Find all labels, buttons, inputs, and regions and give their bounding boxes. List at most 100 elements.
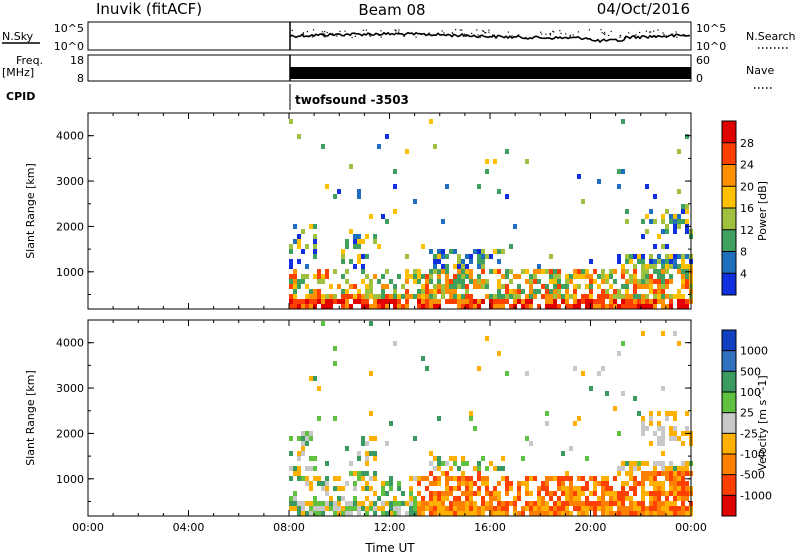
heatmap-cell — [397, 304, 401, 309]
heatmap-cell — [485, 466, 489, 471]
nsearch-point — [642, 35, 644, 37]
heatmap-cell — [545, 476, 549, 481]
heatmap-cell — [621, 119, 625, 124]
power-colorbar-label: Power [dB] — [756, 181, 769, 241]
heatmap-cell — [441, 219, 445, 224]
heatmap-cell — [409, 506, 413, 511]
heatmap-cell — [525, 279, 529, 284]
heatmap-cell — [585, 294, 589, 299]
heatmap-cell — [429, 451, 433, 456]
heatmap-cell — [617, 254, 621, 259]
nsearch-point — [365, 29, 367, 31]
heatmap-cell — [545, 481, 549, 486]
heatmap-cell — [661, 304, 665, 309]
heatmap-cell — [413, 199, 417, 204]
heatmap-cell — [425, 294, 429, 299]
heatmap-cell — [601, 481, 605, 486]
heatmap-cell — [577, 269, 581, 274]
heatmap-cell — [469, 476, 473, 481]
heatmap-cell — [537, 491, 541, 496]
heatmap-cell — [649, 254, 653, 259]
heatmap-cell — [437, 511, 441, 516]
heatmap-cell — [353, 481, 357, 486]
heatmap-cell — [293, 269, 297, 274]
heatmap-cell — [521, 456, 525, 461]
heatmap-cell — [517, 481, 521, 486]
heatmap-cell — [481, 501, 485, 506]
nsearch-point — [488, 36, 491, 38]
heatmap-cell — [313, 239, 317, 244]
heatmap-cell — [477, 506, 481, 511]
nsearch-point — [306, 31, 308, 33]
heatmap-cell — [457, 284, 461, 289]
heatmap-cell — [445, 184, 449, 189]
nsearch-point — [619, 36, 621, 38]
heatmap-cell — [305, 431, 309, 436]
heatmap-cell — [589, 386, 593, 391]
heatmap-cell — [417, 506, 421, 511]
heatmap-cell — [629, 274, 633, 279]
heatmap-cell — [529, 284, 533, 289]
nsearch-trace — [291, 29, 689, 39]
heatmap-cell — [641, 431, 645, 436]
heatmap-cell — [449, 506, 453, 511]
heatmap-cell — [669, 466, 673, 471]
heatmap-cell — [465, 506, 469, 511]
heatmap-cell — [505, 501, 509, 506]
heatmap-cell — [677, 299, 681, 304]
heatmap-cell — [657, 421, 661, 426]
heatmap-cell — [357, 451, 361, 456]
heatmap-cell — [293, 466, 297, 471]
colorbar-tick-label: 100 — [740, 386, 761, 399]
heatmap-cell — [553, 294, 557, 299]
heatmap-cell — [361, 441, 365, 446]
heatmap-cell — [645, 229, 649, 234]
nsearch-point — [479, 36, 481, 38]
heatmap-cell — [625, 259, 629, 264]
heatmap-cell — [381, 294, 385, 299]
nsearch-point — [549, 34, 552, 36]
heatmap-cell — [481, 511, 485, 516]
heatmap-cell — [641, 421, 645, 426]
heatmap-cell — [613, 289, 617, 294]
heatmap-cell — [589, 289, 593, 294]
heatmap-cell — [641, 506, 645, 511]
heatmap-cell — [569, 304, 573, 309]
heatmap-cell — [545, 269, 549, 274]
heatmap-cell — [465, 284, 469, 289]
heatmap-cell — [657, 254, 661, 259]
heatmap-cell — [481, 506, 485, 511]
heatmap-cell — [681, 491, 685, 496]
heatmap-cell — [465, 481, 469, 486]
heatmap-cell — [465, 486, 469, 491]
heatmap-cell — [429, 501, 433, 506]
heatmap-cell — [677, 294, 681, 299]
heatmap-cell — [373, 274, 377, 279]
heatmap-cell — [321, 486, 325, 491]
heatmap-cell — [353, 506, 357, 511]
heatmap-cell — [297, 234, 301, 239]
heatmap-cell — [573, 289, 577, 294]
heatmap-cell — [485, 481, 489, 486]
heatmap-cell — [673, 411, 677, 416]
nsearch-point — [302, 32, 305, 34]
heatmap-cell — [621, 341, 625, 346]
heatmap-cell — [445, 486, 449, 491]
nsearch-point — [308, 36, 310, 38]
heatmap-cell — [645, 511, 649, 516]
heatmap-cell — [417, 476, 421, 481]
heatmap-cell — [501, 299, 505, 304]
heatmap-cell — [617, 496, 621, 501]
heatmap-cell — [329, 299, 333, 304]
heatmap-cell — [337, 299, 341, 304]
heatmap-cell — [369, 214, 373, 219]
colorbar-swatch — [722, 392, 736, 413]
heatmap-cell — [493, 269, 497, 274]
heatmap-cell — [673, 224, 677, 229]
nsearch-point — [324, 36, 326, 38]
nsearch-point — [569, 34, 571, 36]
heatmap-cell — [453, 284, 457, 289]
heatmap-cell — [373, 511, 377, 516]
heatmap-cell — [289, 274, 293, 279]
